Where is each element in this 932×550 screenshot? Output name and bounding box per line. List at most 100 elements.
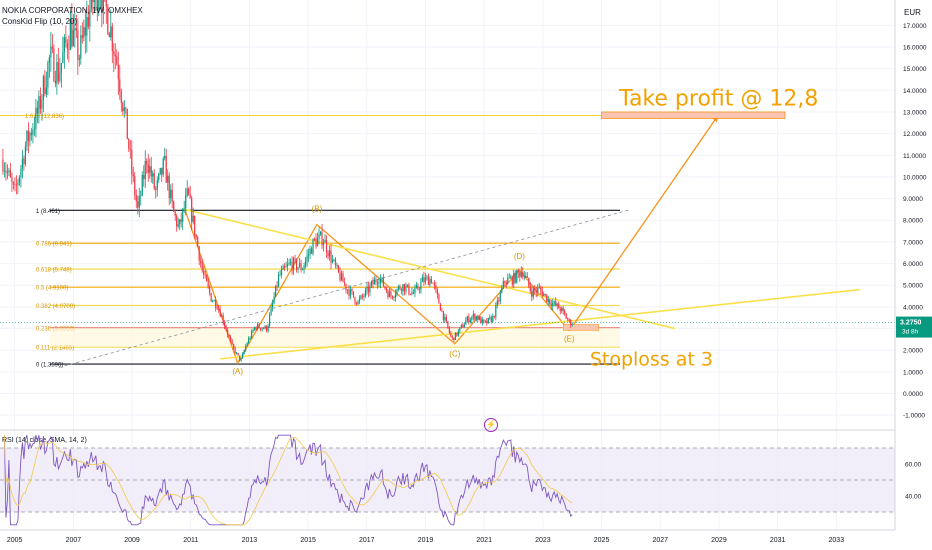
candle-body xyxy=(289,261,292,263)
candle-body xyxy=(457,330,459,336)
candle-body xyxy=(438,294,440,304)
time-tick-label: 2009 xyxy=(124,537,140,544)
candle-body xyxy=(75,28,77,31)
candle-body xyxy=(126,108,128,140)
fib-retracement: 1 (8.461) 0.786 (6.941) 0.618 (5.748) 0.5 (… xyxy=(0,114,785,369)
candle-body xyxy=(345,283,347,291)
price-tick-label: 6.0000 xyxy=(903,261,923,268)
candle-body xyxy=(310,248,313,254)
candle-body xyxy=(511,276,513,285)
candle-body xyxy=(81,35,83,38)
candle-body xyxy=(62,52,64,63)
candle-body xyxy=(301,269,304,271)
candle-body xyxy=(421,277,424,282)
take-profit-text: Take profit @ 12,8 xyxy=(618,86,818,111)
candle-body xyxy=(499,292,501,302)
candle-body xyxy=(47,62,49,88)
candle-body xyxy=(219,309,221,317)
candle-body xyxy=(294,258,296,260)
candle-body xyxy=(110,26,112,38)
candle-body xyxy=(66,42,68,50)
candle-body xyxy=(180,219,182,222)
price-tick-label: 12.0000 xyxy=(903,131,927,138)
candle-body xyxy=(354,297,356,303)
candle-body xyxy=(516,270,518,283)
candle-body xyxy=(240,358,242,361)
fib-label: 0.786 (6.941) xyxy=(36,242,72,248)
candle-body xyxy=(158,173,160,180)
candle-body xyxy=(50,46,52,58)
candle-body xyxy=(367,286,370,293)
candle-body xyxy=(38,96,40,114)
candle-body xyxy=(361,295,364,297)
candle-body xyxy=(469,319,471,323)
time-tick-label: 2013 xyxy=(242,537,258,544)
candle-body xyxy=(14,184,16,186)
candle-body xyxy=(5,170,7,173)
candle-body xyxy=(252,330,254,331)
candle-body xyxy=(547,299,549,302)
candle-body xyxy=(277,274,280,287)
candle-body xyxy=(483,319,485,322)
candle-body xyxy=(77,30,79,60)
candle-body xyxy=(204,274,206,276)
candle-body xyxy=(402,284,404,292)
candle-body xyxy=(504,281,506,283)
candle-body xyxy=(246,343,248,347)
candle-body xyxy=(159,167,161,174)
candle-body xyxy=(195,235,197,238)
fib-band xyxy=(50,327,620,348)
time-tick-label: 2021 xyxy=(476,537,492,544)
candle-body xyxy=(399,286,401,290)
price-tick-label: 13.0000 xyxy=(903,109,927,116)
candle-body xyxy=(129,149,131,150)
candle-body xyxy=(155,188,157,190)
candle-body xyxy=(486,320,488,324)
dashed-trend-line xyxy=(58,209,632,368)
candle-body xyxy=(403,284,406,292)
candle-body xyxy=(525,276,527,277)
time-tick-label: 2011 xyxy=(183,537,198,544)
candle-body xyxy=(420,281,422,290)
lightning-icon[interactable]: ⚡ xyxy=(484,418,498,432)
candle-body xyxy=(369,285,371,293)
candle-body xyxy=(263,328,265,330)
candle-body xyxy=(162,158,164,175)
candle-body xyxy=(225,326,227,331)
candle-body xyxy=(567,318,569,320)
price-tick-label: 15.0000 xyxy=(903,66,927,73)
candle-body xyxy=(271,302,274,308)
candle-body xyxy=(123,107,125,112)
candle-body xyxy=(453,337,455,340)
candle-body xyxy=(291,261,293,271)
candle-body xyxy=(254,327,256,331)
time-tick-label: 2033 xyxy=(829,537,845,544)
candle-body xyxy=(550,303,552,307)
candle-body xyxy=(44,76,46,95)
candle-body xyxy=(218,308,220,310)
candle-body xyxy=(33,128,35,131)
candle-body xyxy=(411,292,413,295)
candle-body xyxy=(408,284,410,294)
candle-body xyxy=(339,272,341,281)
candle-body xyxy=(72,30,74,47)
candle-body xyxy=(357,301,359,305)
candle-body xyxy=(336,265,338,267)
wave-label: (C) xyxy=(449,350,460,359)
wave-label: (A) xyxy=(232,367,243,376)
candle-body xyxy=(321,231,323,246)
candle-body xyxy=(177,224,179,227)
candle-body xyxy=(92,0,94,3)
candle-body xyxy=(237,352,239,356)
triangle-lower-line xyxy=(219,288,860,360)
candle-body xyxy=(135,194,137,202)
candle-body xyxy=(334,259,337,266)
candle-body xyxy=(489,317,491,319)
candle-body xyxy=(206,274,208,282)
candle-body xyxy=(249,337,251,339)
time-tick-label: 2025 xyxy=(594,537,610,544)
candle-body xyxy=(279,274,281,276)
countdown-label: 3d 8h xyxy=(902,329,919,336)
candle-body xyxy=(429,278,431,285)
